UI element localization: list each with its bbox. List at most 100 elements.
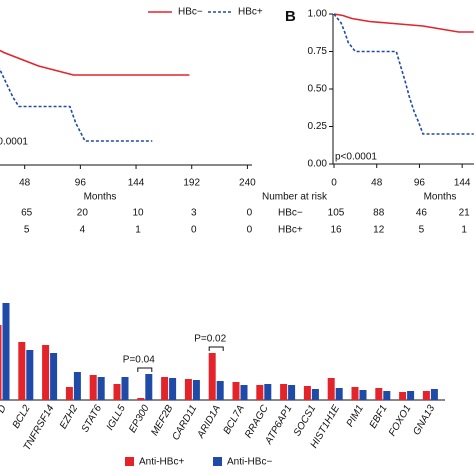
annotation: P=0.04: [123, 355, 155, 366]
x-tick-label: PIM1: [345, 403, 366, 429]
bar: [232, 382, 240, 400]
risk-count: 21: [459, 208, 471, 219]
risk-count: 105: [328, 208, 345, 219]
bar: [280, 384, 288, 400]
risk-count: 88: [373, 208, 385, 219]
risk-count: 5: [24, 225, 30, 236]
risk-count: 1: [135, 225, 141, 236]
risk-count: 10: [132, 208, 144, 219]
x-tick-label: IGLL5: [105, 403, 128, 432]
risk-count: 4: [80, 225, 86, 236]
x-axis-label: Months: [84, 192, 117, 203]
bar: [303, 386, 311, 400]
risk-count: 5: [419, 225, 425, 236]
risk-count: 12: [373, 225, 385, 236]
x-tick-label: D: [0, 403, 9, 415]
bar: [430, 389, 438, 400]
bar: [65, 387, 73, 400]
bar: [311, 389, 319, 400]
x-tick-label: GNA13: [411, 403, 437, 437]
x-tick-label: 48: [371, 178, 383, 189]
bar: [169, 378, 177, 400]
y-tick-label: 1.00: [308, 9, 328, 20]
risk-count: 65: [21, 208, 33, 219]
bar: [42, 345, 50, 400]
survival-curve: [0, 49, 190, 76]
risk-count: 16: [330, 225, 342, 236]
x-axis-label: Months: [424, 192, 457, 203]
annotation: P=0.02: [194, 334, 226, 345]
x-tick-label: 144: [128, 178, 145, 189]
legend-label: HBc−: [178, 7, 203, 18]
bar: [0, 325, 2, 400]
x-tick-label: EZH2: [58, 403, 81, 431]
x-tick-label: ARID1A: [195, 403, 223, 441]
significance-bracket: [137, 367, 153, 372]
bar: [184, 379, 192, 400]
bar: [240, 385, 248, 400]
bar: [18, 342, 26, 400]
x-tick-label: FOXO1: [387, 403, 413, 438]
x-tick-label: 96: [414, 178, 426, 189]
survival-curve: [333, 13, 474, 135]
x-tick-label: 192: [183, 178, 200, 189]
bar: [256, 385, 264, 400]
survival-curve: [0, 67, 153, 142]
bar: [407, 391, 415, 400]
x-tick-label: BCL2: [11, 403, 33, 431]
x-tick-label: BCL7A: [222, 403, 248, 436]
bar: [26, 350, 34, 400]
bar: [335, 388, 343, 400]
legend-swatch: [213, 457, 222, 466]
risk-title: Number at risk: [262, 192, 328, 203]
bar: [264, 384, 272, 400]
bar: [383, 391, 391, 400]
x-tick-label: 144: [454, 178, 471, 189]
y-tick-label: 0.25: [308, 121, 328, 132]
bar: [97, 377, 105, 400]
p-value: p<0.0001: [0, 137, 28, 148]
significance-bracket: [208, 346, 224, 351]
bar: [192, 380, 200, 400]
risk-row-label: HBc−: [278, 208, 303, 219]
risk-count: 46: [416, 208, 428, 219]
bar: [399, 392, 407, 400]
bar: [89, 375, 97, 400]
risk-count: 1: [461, 225, 467, 236]
y-tick-label: 0.50: [308, 84, 328, 95]
bar: [161, 377, 169, 400]
legend-label: Anti-HBc−: [227, 457, 272, 468]
bar: [359, 390, 367, 400]
bar: [50, 353, 58, 400]
bar: [216, 381, 224, 400]
bar: [145, 374, 153, 400]
x-tick-label: STAT6: [80, 403, 105, 435]
risk-row-label: HBc+: [278, 225, 303, 236]
legend-swatch: [125, 457, 134, 466]
x-tick-label: 0: [331, 178, 337, 189]
bar: [2, 303, 10, 400]
x-tick-label: 96: [75, 178, 87, 189]
bar: [121, 377, 129, 400]
bar: [327, 378, 335, 400]
risk-count: 3: [191, 208, 197, 219]
bar: [73, 372, 81, 400]
risk-count: 20: [77, 208, 89, 219]
legend-label: Anti-HBc+: [139, 457, 184, 468]
x-tick-label: EP300: [127, 403, 152, 435]
panel-label: B: [285, 8, 296, 25]
risk-count: 0: [247, 208, 253, 219]
bar: [375, 388, 383, 400]
survival-curve: [333, 13, 474, 33]
bar: [351, 387, 359, 400]
p-value: p<0.0001: [335, 152, 377, 163]
risk-count: 0: [247, 225, 253, 236]
bar: [288, 385, 296, 400]
risk-count: 0: [191, 225, 197, 236]
legend-label: HBc+: [238, 7, 263, 18]
x-tick-label: EBF1: [368, 403, 390, 430]
y-tick-label: 0.00: [308, 159, 328, 170]
bar: [208, 353, 216, 400]
bar: [113, 384, 121, 400]
